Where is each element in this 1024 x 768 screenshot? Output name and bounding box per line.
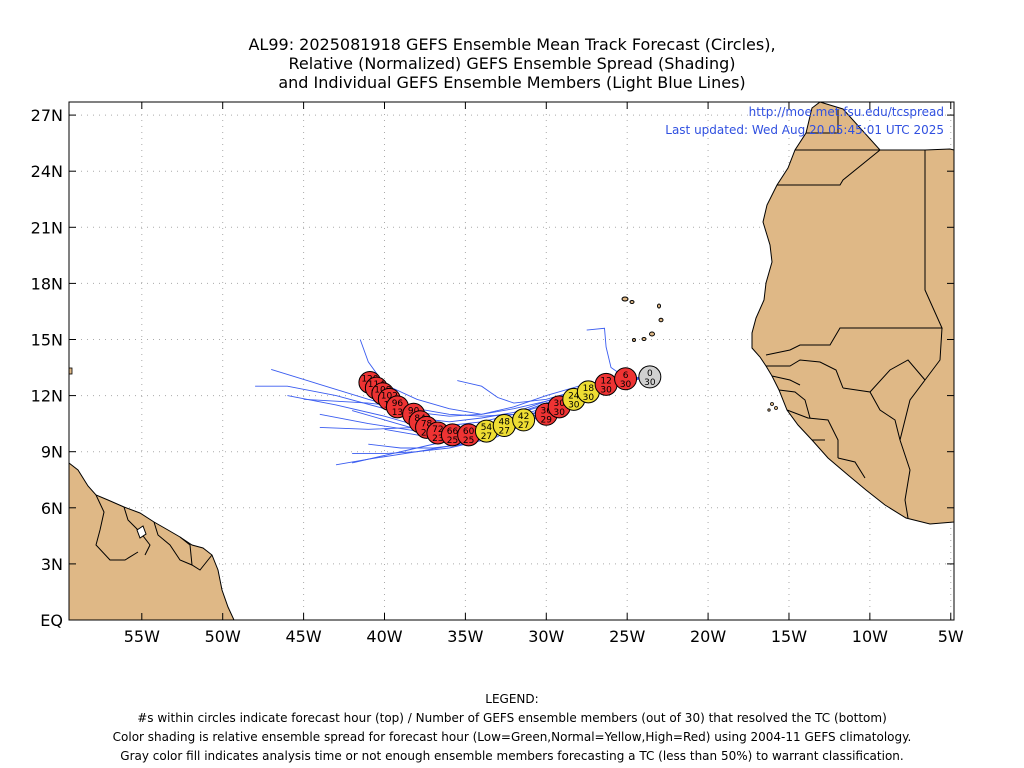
member-count-label: 23 xyxy=(432,434,443,444)
member-count-label: 30 xyxy=(568,400,580,410)
x-tick-label: 35W xyxy=(447,627,483,646)
member-count-label: 25 xyxy=(463,436,474,446)
y-tick-label: 21N xyxy=(31,218,63,237)
y-tick-label: 6N xyxy=(41,499,63,518)
forecast-hour-label: 90 xyxy=(408,406,420,416)
track-circle-fill xyxy=(614,367,638,391)
y-tick-label: 15N xyxy=(31,330,63,349)
axis-ticks: 55W 50W 45W 40W 35W 30W 25W 20W 15W 10W 5W EQ 3N 6N 9N… xyxy=(31,102,964,646)
y-tick-label: 24N xyxy=(31,162,63,181)
member-count-label: 30 xyxy=(600,385,612,395)
x-tick-label: 40W xyxy=(366,627,402,646)
legend-heading: LEGEND: xyxy=(485,692,539,706)
y-tick-label: 9N xyxy=(41,443,63,462)
forecast-hour-label: 54 xyxy=(481,423,493,433)
member-count-label: 29 xyxy=(541,415,553,425)
legend-line-1: #s within circles indicate forecast hour… xyxy=(137,711,887,725)
legend: LEGEND: #s within circles indicate forec… xyxy=(0,690,1024,766)
forecast-hour-label: 66 xyxy=(447,427,459,437)
y-tick-label: 18N xyxy=(31,274,63,293)
forecast-hour-label: 18 xyxy=(583,384,595,394)
bijagos-islands xyxy=(767,402,778,412)
africa-land xyxy=(751,102,954,525)
track-circle-fill xyxy=(512,408,536,432)
y-tick-label: 3N xyxy=(41,555,63,574)
member-count-label: 27 xyxy=(481,432,492,442)
forecast-hour-label: 12 xyxy=(600,376,611,386)
x-tick-label: 20W xyxy=(690,627,726,646)
forecast-hour-label: 78 xyxy=(421,419,433,429)
y-tick-label: EQ xyxy=(40,611,63,630)
forecast-hour-label: 36 xyxy=(541,406,553,416)
last-updated: Last updated: Wed Aug 20 05:45:01 UTC 20… xyxy=(665,123,944,137)
member-count-label: 30 xyxy=(583,393,595,403)
lake-guri xyxy=(136,525,147,539)
forecast-hour-label: 96 xyxy=(392,399,404,409)
y-tick-label: 27N xyxy=(31,106,63,125)
forecast-hour-label: 24 xyxy=(568,391,580,401)
ensemble-mean-track: 1201111411108111021196139015841778207223… xyxy=(358,365,662,447)
member-count-label: 13 xyxy=(392,408,403,418)
track-map: 1201111411108111021196139015841778207223… xyxy=(31,101,964,646)
x-tick-label: 55W xyxy=(124,627,160,646)
member-count-label: 30 xyxy=(644,378,656,388)
forecast-hour-label: 48 xyxy=(498,418,510,428)
plot-frame xyxy=(68,101,955,621)
legend-line-3: Gray color fill indicates analysis time … xyxy=(120,749,904,763)
mean-track-circle: 630 xyxy=(614,367,638,391)
africa-borders xyxy=(765,110,943,519)
x-tick-label: 10W xyxy=(852,627,888,646)
mean-track-circle: 030 xyxy=(638,365,662,389)
y-tick-label: 12N xyxy=(31,387,63,406)
member-count-label: 27 xyxy=(518,421,529,431)
member-count-label: 25 xyxy=(447,436,458,446)
x-tick-label: 50W xyxy=(205,627,241,646)
x-tick-label: 45W xyxy=(286,627,322,646)
member-count-label: 30 xyxy=(554,408,566,418)
title-line-1: AL99: 2025081918 GEFS Ensemble Mean Trac… xyxy=(248,35,776,54)
cape-verde-islands xyxy=(621,296,664,342)
legend-line-2: Color shading is relative ensemble sprea… xyxy=(112,730,912,744)
forecast-hour-label: 60 xyxy=(463,427,475,437)
x-tick-label: 5W xyxy=(938,627,964,646)
forecast-hour-label: 6 xyxy=(623,371,629,381)
title-line-2: Relative (Normalized) GEFS Ensemble Spre… xyxy=(288,54,736,73)
forecast-hour-label: 30 xyxy=(554,399,566,409)
forecast-hour-label: 42 xyxy=(518,412,529,422)
caribbean-islands xyxy=(69,367,73,375)
x-tick-label: 15W xyxy=(771,627,807,646)
site-url: http://moe.met.fsu.edu/tcspread xyxy=(749,105,944,119)
forecast-hour-label: 102 xyxy=(381,391,398,401)
land-areas xyxy=(69,102,954,620)
forecast-hour-label: 72 xyxy=(432,425,443,435)
x-tick-label: 25W xyxy=(609,627,645,646)
member-count-label: 27 xyxy=(498,427,509,437)
track-circle-fill xyxy=(638,365,662,389)
forecast-hour-label: 0 xyxy=(647,369,653,379)
x-tick-label: 30W xyxy=(528,627,564,646)
member-count-label: 30 xyxy=(620,380,632,390)
title-line-3: and Individual GEFS Ensemble Members (Li… xyxy=(278,73,746,92)
